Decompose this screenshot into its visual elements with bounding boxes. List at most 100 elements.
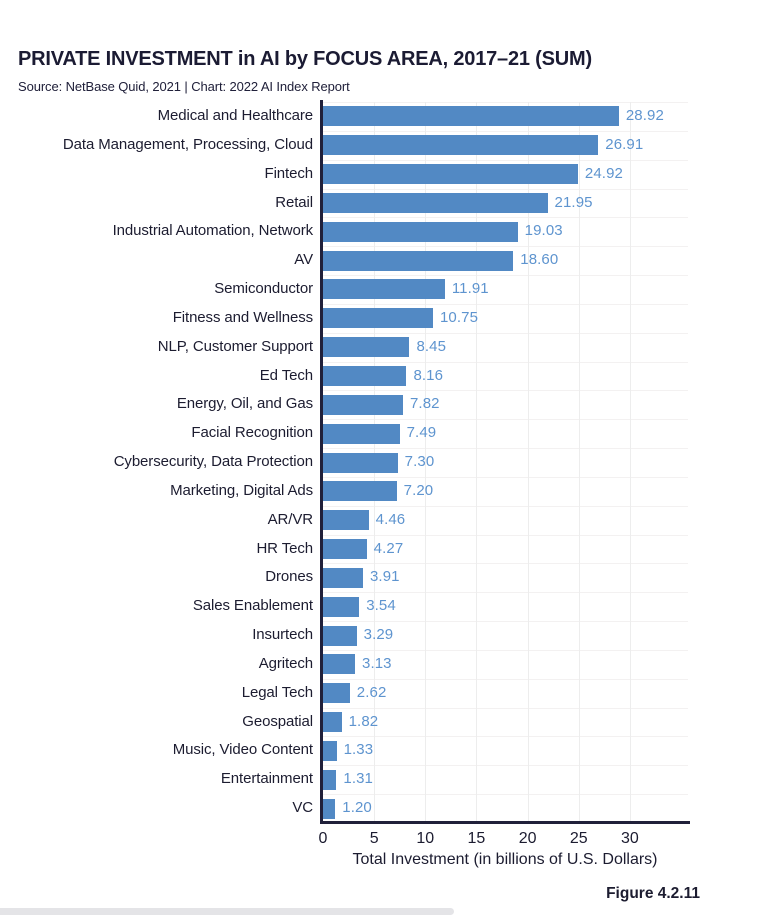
value-label: 7.49	[406, 424, 437, 442]
value-label: 7.20	[403, 481, 434, 499]
row-separator	[321, 794, 688, 796]
row-separator	[321, 621, 688, 623]
bar	[323, 164, 578, 185]
bar	[323, 539, 367, 560]
bar	[323, 365, 407, 386]
row-separator	[321, 707, 688, 709]
row-separator	[321, 736, 688, 738]
row-separator	[321, 130, 688, 132]
bar	[323, 625, 357, 646]
x-tick-label: 15	[467, 830, 486, 847]
category-label: AR/VR	[267, 510, 313, 528]
category-label: Semiconductor	[214, 280, 313, 298]
x-tick-label: 10	[416, 830, 435, 847]
x-axis-line	[320, 821, 690, 824]
page-bottom-strip	[0, 908, 454, 915]
chart-source-line: Source: NetBase Quid, 2021 | Chart: 2022…	[18, 79, 350, 94]
value-label: 1.33	[343, 741, 374, 759]
y-axis-line	[320, 100, 323, 824]
row-separator	[321, 534, 688, 536]
x-gridline	[578, 102, 580, 823]
bar	[323, 192, 548, 213]
category-label: Drones	[265, 568, 313, 586]
bar	[323, 567, 363, 588]
row-separator	[321, 102, 688, 103]
category-label: NLP, Customer Support	[157, 337, 313, 355]
row-separator	[321, 159, 688, 161]
row-separator	[321, 303, 688, 305]
category-label: AV	[294, 251, 313, 269]
bar	[323, 394, 403, 415]
value-label: 1.20	[342, 799, 372, 817]
category-label: Entertainment	[220, 770, 313, 788]
value-label: 1.31	[343, 770, 373, 788]
row-separator	[321, 332, 688, 334]
bar	[323, 481, 397, 502]
value-label: 10.75	[439, 308, 479, 326]
row-separator	[321, 361, 688, 363]
bar	[323, 510, 369, 531]
category-label: Energy, Oil, and Gas	[176, 395, 313, 413]
bar	[323, 337, 410, 358]
category-label: Fitness and Wellness	[172, 308, 313, 326]
row-separator	[321, 390, 688, 392]
x-tick-label: 5	[369, 830, 379, 847]
category-label: Data Management, Processing, Cloud	[62, 135, 313, 153]
value-label: 3.54	[366, 597, 396, 615]
x-tick-label: 25	[569, 830, 588, 847]
category-label: Marketing, Digital Ads	[170, 481, 313, 499]
category-label: HR Tech	[256, 539, 313, 557]
row-separator	[321, 678, 688, 680]
bar	[323, 279, 445, 300]
row-separator	[321, 275, 688, 277]
row-separator	[321, 649, 688, 651]
bar	[323, 250, 514, 271]
bar	[323, 308, 433, 329]
bar	[323, 654, 356, 675]
category-label: Retail	[275, 193, 313, 211]
category-label: Agritech	[258, 654, 313, 672]
row-separator	[321, 563, 688, 565]
category-label: Ed Tech	[259, 366, 313, 384]
row-separator	[321, 765, 688, 767]
bar	[323, 712, 342, 733]
x-axis-label: Total Investment (in billions of U.S. Do…	[352, 851, 658, 868]
category-label: Music, Video Content	[172, 741, 313, 759]
value-label: 1.82	[348, 712, 379, 730]
x-gridline	[629, 102, 631, 823]
bar	[323, 596, 360, 617]
category-label: VC	[292, 799, 313, 817]
row-separator	[321, 217, 688, 219]
row-separator	[321, 246, 688, 248]
value-label: 3.91	[369, 568, 400, 586]
x-tick-label: 30	[620, 830, 639, 847]
row-separator	[321, 476, 688, 478]
bar	[323, 106, 619, 127]
category-label: Fintech	[264, 164, 314, 182]
x-tick-label: 0	[318, 830, 328, 847]
value-label: 19.03	[524, 222, 563, 240]
category-label: Legal Tech	[241, 683, 313, 701]
value-label: 8.45	[416, 337, 447, 355]
bar	[323, 683, 350, 704]
value-label: 8.16	[413, 366, 444, 384]
bar	[323, 798, 336, 819]
value-label: 4.46	[375, 510, 406, 528]
category-label: Geospatial	[242, 712, 313, 730]
value-label: 7.30	[404, 453, 435, 471]
row-separator	[321, 448, 688, 450]
value-label: 7.82	[409, 395, 440, 413]
value-label: 21.95	[554, 193, 593, 211]
x-gridline	[527, 102, 529, 823]
x-gridline	[425, 102, 427, 823]
category-label: Sales Enablement	[192, 597, 313, 615]
value-label: 18.60	[520, 251, 559, 269]
bar	[323, 423, 400, 444]
bar	[323, 221, 518, 242]
x-gridline	[476, 102, 478, 823]
row-separator	[321, 188, 688, 190]
category-label: Facial Recognition	[191, 424, 313, 442]
category-label: Insurtech	[252, 626, 313, 644]
value-label: 3.13	[362, 654, 392, 672]
